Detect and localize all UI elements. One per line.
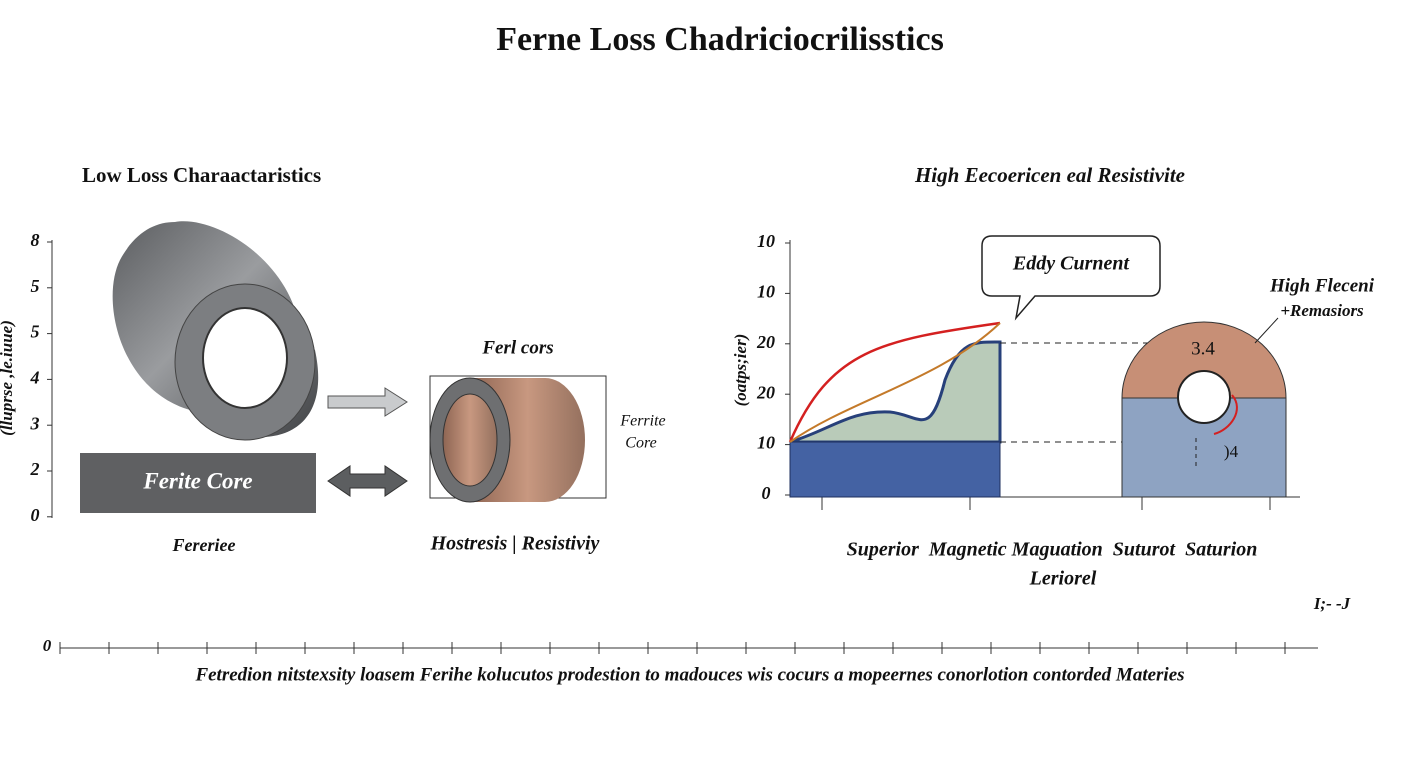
copper-core [429,377,585,503]
axis-label: (oatps;ier) [731,334,750,407]
core-box [80,453,316,513]
side-label: High Fleceni [1269,275,1375,296]
axis-tick-label: 2 [30,459,40,479]
callout: Eddy Curnent [1012,253,1131,275]
axis-tick-label: 10 [757,231,775,251]
cylinder-label: Ferl cors [481,337,553,358]
panel-heading: High Eecoericen eal Resistivite [914,163,1185,187]
arrow [327,387,408,417]
axis-tick-label: 20 [756,382,775,402]
axis-tick-label: 10 [757,433,775,453]
double-arrow [327,465,408,497]
axis-tick-label: 4 [30,368,40,388]
axis-tick-label: 0 [43,636,52,655]
left-axis: 8 5 5 4 3 2 0 [30,230,53,525]
axis-tick-label: 3 [30,413,40,433]
axis-tick-label: 8 [31,230,40,250]
title: Ferne Loss Chadriciocrilisstics [496,21,944,58]
axis-tick-label: 5 [31,276,40,296]
side-label: +Remasiors [1280,301,1364,320]
axis-tick-label: 10 [757,282,775,302]
axis-tick-label: 20 [756,332,775,352]
ferrite-ring [112,221,319,441]
callout-bubble [981,235,1161,321]
panel-caption: Superior Magnetic Maguation Suturot Satu… [847,539,1258,561]
axis-label: (lluprse ,le.iuue) [0,320,16,436]
axis-tick-label: 0 [31,505,40,525]
core-box-label: Ferite Core [142,468,252,493]
section-view [1121,317,1287,498]
side-label: Ferrite [619,413,665,430]
axis-tick-label: 5 [31,322,40,342]
panel-caption: Hostresis | Resistiviy [430,533,600,555]
corner-mark: I;- -J [1313,594,1351,613]
loss-curves [788,321,1170,498]
side-label: Core [625,435,656,452]
value-label: 3.4 [1191,338,1215,359]
core-caption: Fereriee [172,535,236,555]
panel-heading: Low Loss Charaactaristics [82,163,321,187]
panel-caption: Leriorel [1029,568,1097,590]
value-label: )4 [1224,442,1239,461]
footer: Fetredion nitstexsity loasem Ferihe kolu… [194,664,1184,685]
bottom-axis [59,642,1318,654]
axis-tick-label: 0 [762,483,771,503]
